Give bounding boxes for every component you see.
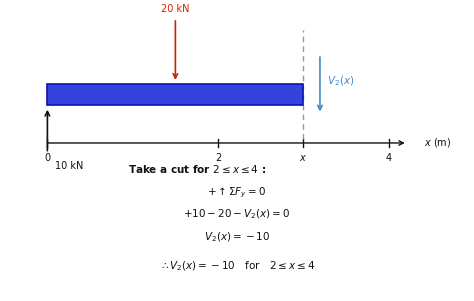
Text: 4: 4 (386, 153, 392, 163)
Text: 2: 2 (215, 153, 221, 163)
Text: $V_2(x)$: $V_2(x)$ (327, 74, 355, 88)
Text: Take a cut for $2 \leq x \leq 4$ :: Take a cut for $2 \leq x \leq 4$ : (128, 163, 266, 175)
Text: $x$ (m): $x$ (m) (424, 136, 452, 150)
Text: 10 kN: 10 kN (55, 161, 83, 171)
Text: 20 kN: 20 kN (161, 4, 190, 14)
Text: $+ \uparrow \Sigma F_y = 0$: $+ \uparrow \Sigma F_y = 0$ (208, 185, 266, 200)
Text: $V_2(x) = -10$: $V_2(x) = -10$ (204, 230, 270, 244)
Text: $x$: $x$ (299, 153, 308, 163)
Text: $+10 - 20 - V_2(x) = 0$: $+10 - 20 - V_2(x) = 0$ (183, 208, 291, 221)
Text: $\therefore V_2(x) = -10 \quad \text{for} \quad 2 \leq x \leq 4$: $\therefore V_2(x) = -10 \quad \text{for… (159, 259, 315, 273)
Text: 0: 0 (45, 153, 50, 163)
Bar (47, 84, 303, 105)
